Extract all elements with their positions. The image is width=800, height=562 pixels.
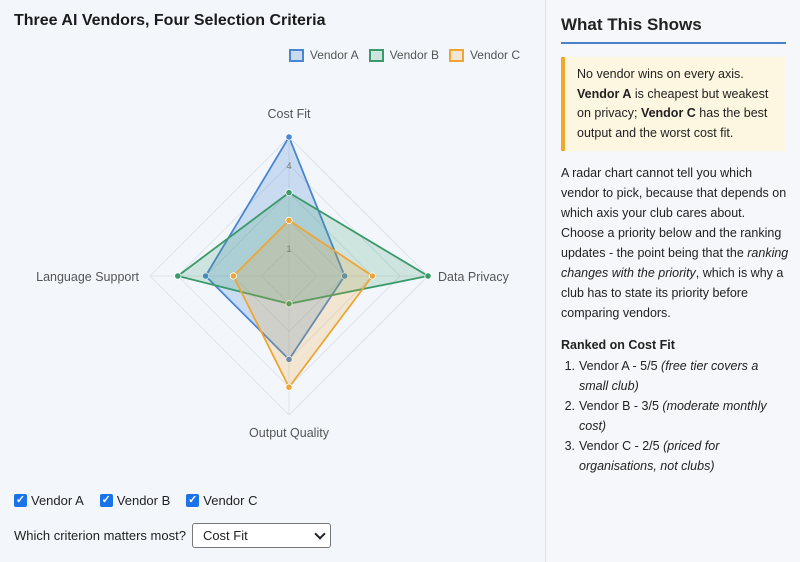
- explanation-text-2: , which is why a club has to state its p…: [561, 266, 784, 320]
- data-point: [285, 216, 293, 224]
- axis-label: Cost Fit: [267, 107, 311, 121]
- callout-text-1: No vendor wins on every axis.: [577, 67, 744, 81]
- legend-label-vendor-a: Vendor A: [309, 48, 359, 62]
- priority-row: Which criterion matters most? Cost Fit: [14, 523, 331, 548]
- legend-swatch-vendor-b: [368, 48, 384, 62]
- tick-label: 4: [286, 161, 291, 171]
- axis-label: Language Support: [36, 270, 139, 284]
- data-point: [424, 272, 432, 280]
- data-point: [368, 272, 376, 280]
- rank-number: 1.: [564, 359, 575, 373]
- legend-item-vendor-c[interactable]: Vendor C: [448, 48, 520, 62]
- callout-text-3: has the best output and the worst cost f…: [577, 106, 768, 140]
- toggle-label-vendor-a: Vendor A: [31, 493, 84, 508]
- axis-label: Data Privacy: [438, 270, 510, 284]
- rank-note: (priced for organisations, not clubs): [579, 439, 720, 473]
- data-point: [340, 272, 349, 280]
- data-point: [229, 272, 237, 280]
- legend-label-vendor-c: Vendor C: [469, 48, 520, 62]
- side-divider: [561, 42, 786, 44]
- toggle-vendor-c[interactable]: ✓ Vendor C: [186, 493, 257, 508]
- callout-text-2: is cheapest but weakest on privacy;: [577, 86, 769, 121]
- chevron-down-icon: [314, 527, 326, 540]
- vendor-toggles: ✓ Vendor A ✓ Vendor B ✓ Vendor C: [14, 493, 257, 508]
- data-point: [285, 355, 293, 363]
- legend-swatch-vendor-c: [448, 48, 464, 62]
- rank-text: Vendor A - 5/5: [579, 359, 658, 373]
- rank-note: (moderate monthly cost): [579, 399, 767, 433]
- rank-text: Vendor C - 2/5: [579, 439, 660, 453]
- explanation-text: A radar chart cannot tell you which vend…: [561, 163, 789, 323]
- checkbox-vendor-c[interactable]: ✓: [186, 494, 200, 507]
- toggle-vendor-b[interactable]: ✓ Vendor B: [99, 493, 171, 508]
- explanation-panel: What This Shows No vendor wins on every …: [545, 0, 800, 562]
- chart-panel: Three AI Vendors, Four Selection Criteri…: [0, 0, 545, 562]
- legend-swatch-vendor-a: [288, 48, 304, 62]
- rank-text: Vendor B - 3/5: [579, 399, 659, 413]
- legend: Vendor A Vendor B Vendor C: [288, 48, 520, 62]
- data-point: [285, 300, 293, 308]
- priority-select[interactable]: Cost Fit: [191, 523, 331, 548]
- radar-chart: 4 1 Cost Fit Data Privacy Output Quality Lang…: [36, 107, 510, 440]
- rank-note: (free tier covers a small club): [579, 359, 759, 393]
- explanation-text-1: A radar chart cannot tell you which vend…: [561, 166, 787, 260]
- data-point: [285, 189, 293, 197]
- ranked-list: 1. Vendor A - 5/5 (free tier covers a sm…: [561, 356, 789, 476]
- chart-title: Three AI Vendors, Four Selection Criteri…: [14, 12, 326, 29]
- rank-number: 3.: [564, 439, 575, 453]
- toggle-label-vendor-c: Vendor C: [203, 493, 258, 508]
- callout-box: No vendor wins on every axis. Vendor A i…: [561, 57, 786, 151]
- list-item: 1. Vendor A - 5/5 (free tier covers a sm…: [561, 356, 789, 396]
- legend-label-vendor-b: Vendor B: [389, 48, 439, 62]
- toggle-label-vendor-b: Vendor B: [116, 493, 171, 508]
- data-point: [285, 383, 293, 391]
- data-point: [285, 133, 293, 141]
- data-point: [174, 272, 182, 280]
- list-item: 2. Vendor B - 3/5 (moderate monthly cost…: [561, 396, 789, 436]
- ranked-title: Ranked on Cost Fit: [561, 338, 675, 352]
- data-point: [202, 272, 210, 280]
- axis-label: Output Quality: [249, 426, 330, 440]
- callout-vendor-c: Vendor C: [640, 106, 696, 120]
- legend-item-vendor-b[interactable]: Vendor B: [368, 48, 439, 62]
- explanation-emphasis: ranking changes with the priority: [561, 246, 789, 280]
- checkbox-vendor-b[interactable]: ✓: [99, 494, 113, 507]
- callout-vendor-a: Vendor A: [577, 86, 632, 101]
- rank-number: 2.: [564, 399, 575, 413]
- priority-select-value: Cost Fit: [202, 528, 248, 543]
- list-item: 3. Vendor C - 2/5 (priced for organisati…: [561, 436, 789, 476]
- priority-label: Which criterion matters most?: [14, 528, 186, 543]
- side-title: What This Shows: [561, 15, 702, 34]
- toggle-vendor-a[interactable]: ✓ Vendor A: [14, 493, 84, 508]
- checkbox-vendor-a[interactable]: ✓: [14, 494, 27, 507]
- legend-item-vendor-a[interactable]: Vendor A: [288, 48, 359, 62]
- tick-label: 1: [286, 244, 291, 254]
